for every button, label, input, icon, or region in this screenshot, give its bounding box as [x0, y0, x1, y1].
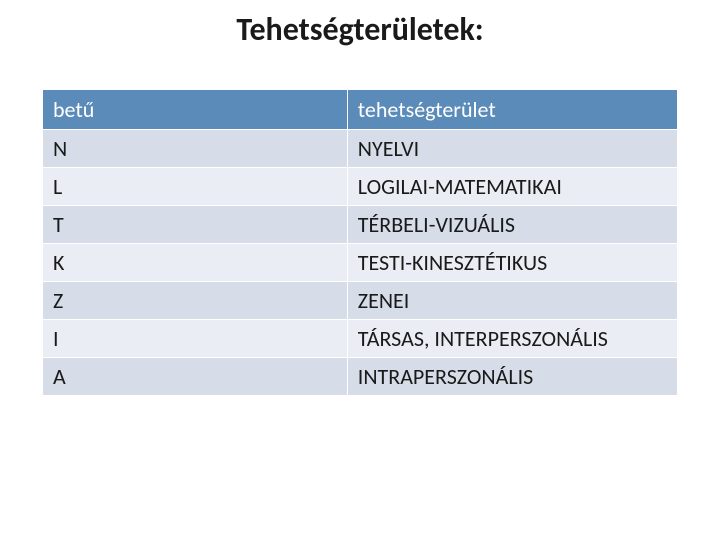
cell-letter: Z: [43, 282, 348, 320]
cell-letter: I: [43, 320, 348, 358]
page-title: Tehetségterületek:: [0, 0, 720, 89]
cell-letter: A: [43, 358, 348, 396]
cell-area: ZENEI: [347, 282, 677, 320]
table-row: A INTRAPERSZONÁLIS: [43, 358, 678, 396]
cell-area: NYELVI: [347, 130, 677, 168]
cell-letter: N: [43, 130, 348, 168]
table-row: K TESTI-KINESZTÉTIKUS: [43, 244, 678, 282]
cell-area: TESTI-KINESZTÉTIKUS: [347, 244, 677, 282]
cell-letter: L: [43, 168, 348, 206]
table-container: betű tehetségterület N NYELVI L LOGILAI-…: [42, 89, 678, 396]
cell-letter: T: [43, 206, 348, 244]
col-header-area: tehetségterület: [347, 90, 677, 130]
table-row: I TÁRSAS, INTERPERSZONÁLIS: [43, 320, 678, 358]
table-row: Z ZENEI: [43, 282, 678, 320]
table-row: L LOGILAI-MATEMATIKAI: [43, 168, 678, 206]
table-header-row: betű tehetségterület: [43, 90, 678, 130]
cell-area: TÉRBELI-VIZUÁLIS: [347, 206, 677, 244]
table-row: T TÉRBELI-VIZUÁLIS: [43, 206, 678, 244]
col-header-letter: betű: [43, 90, 348, 130]
table-row: N NYELVI: [43, 130, 678, 168]
cell-area: INTRAPERSZONÁLIS: [347, 358, 677, 396]
cell-area: LOGILAI-MATEMATIKAI: [347, 168, 677, 206]
cell-area: TÁRSAS, INTERPERSZONÁLIS: [347, 320, 677, 358]
cell-letter: K: [43, 244, 348, 282]
talent-table: betű tehetségterület N NYELVI L LOGILAI-…: [42, 89, 678, 396]
